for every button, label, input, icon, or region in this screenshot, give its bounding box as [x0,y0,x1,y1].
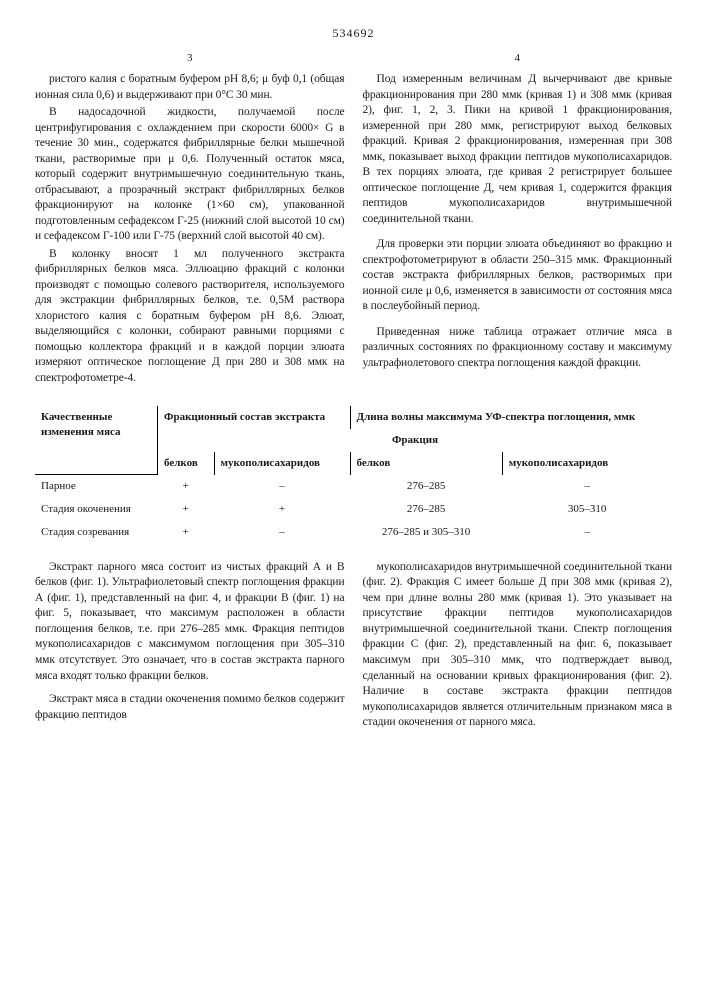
cell: + [158,475,215,498]
th-frac: Фракционный состав экстракта [158,406,351,429]
th-fraction-label: Фракция [158,429,673,452]
cell: – [214,475,350,498]
para: Экстракт парного мяса состоит из чистых … [35,560,345,684]
para: Для проверки эти порции элюата объединяю… [363,237,673,315]
para: мукополисахаридов внутримышечной соедини… [363,560,673,731]
page-number-left: 3 [35,51,345,66]
cell: – [502,521,672,544]
th-sub: белков [158,452,215,475]
cell: 276–285 [350,475,502,498]
th-sub: мукополисахаридов [502,452,672,475]
para: Под измеренным величинам Д вычерчивают д… [363,72,673,227]
cell: 305–310 [502,498,672,521]
table-row: Парное + – 276–285 – [35,475,672,498]
th-sub: белков [350,452,502,475]
right-column: 4 Под измеренным величинам Д вычерчивают… [363,51,673,388]
para: В колонку вносят 1 мл полученного экстра… [35,247,345,387]
cell: + [214,498,350,521]
document-number: 534692 [35,25,672,41]
th-quality: Качественные изменения мяса [35,406,158,475]
table-row: Стадия окоченения + + 276–285 305–310 [35,498,672,521]
lower-columns: Экстракт парного мяса состоит из чистых … [35,560,672,733]
lower-left-column: Экстракт парного мяса состоит из чистых … [35,560,345,733]
lower-right-column: мукополисахаридов внутримышечной соедини… [363,560,673,733]
cell: – [214,521,350,544]
cell: + [158,498,215,521]
cell: Стадия созревания [35,521,158,544]
page-number-right: 4 [363,51,673,66]
cell: – [502,475,672,498]
left-column: 3 ристого калия с боратным буфером рН 8,… [35,51,345,388]
cell: 276–285 и 305–310 [350,521,502,544]
data-table: Качественные изменения мяса Фракционный … [35,406,672,544]
cell: Стадия окоченения [35,498,158,521]
para: В надосадочной жидкости, получаемой посл… [35,105,345,245]
upper-columns: 3 ристого калия с боратным буфером рН 8,… [35,51,672,388]
cell: Парное [35,475,158,498]
th-sub: мукополисахаридов [214,452,350,475]
para: ристого калия с боратным буфером рН 8,6;… [35,72,345,103]
th-wave: Длина волны максимума УФ-спектра поглоще… [350,406,672,429]
para: Экстракт мяса в стадии окоченения помимо… [35,692,345,723]
cell: 276–285 [350,498,502,521]
cell: + [158,521,215,544]
table-row: Стадия созревания + – 276–285 и 305–310 … [35,521,672,544]
para: Приведенная ниже таблица отражает отличи… [363,325,673,372]
